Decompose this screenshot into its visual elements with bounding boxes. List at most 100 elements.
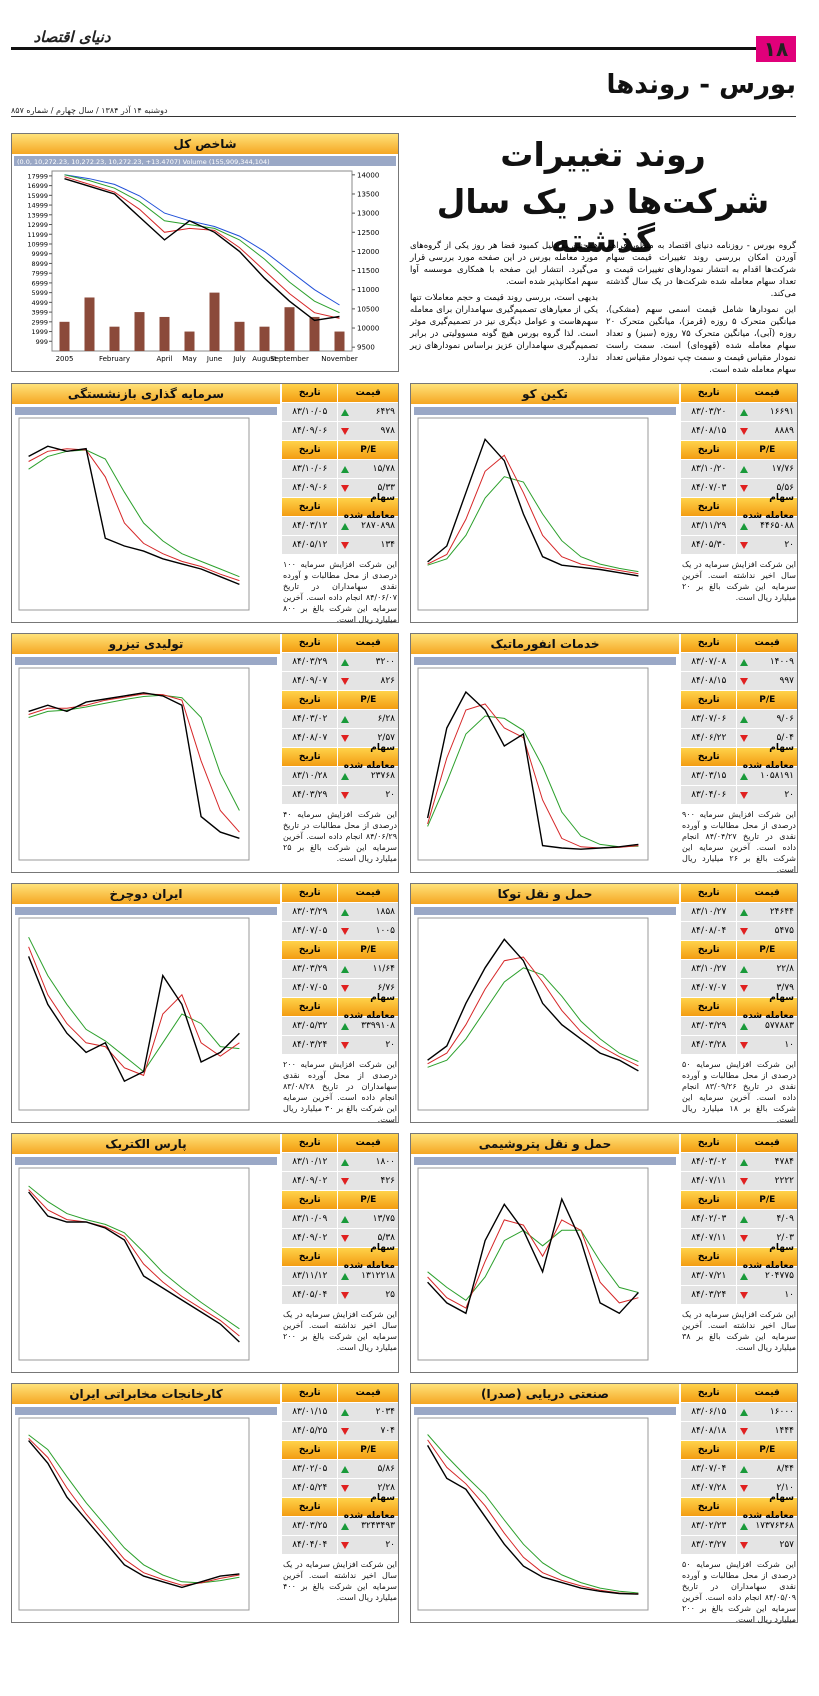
- table-row: ۹۹۷ ۸۴/۰۸/۱۵: [681, 672, 797, 691]
- x-tick-label: April: [157, 355, 173, 363]
- y2-tick-label: 3999: [31, 309, 48, 317]
- y2-tick-label: 6999: [31, 279, 48, 287]
- table-value: ۵۴۷۵: [774, 926, 794, 936]
- table-date: ۸۴/۰۳/۱۲: [282, 517, 339, 535]
- table-row: ۴۲۶ ۸۴/۰۹/۰۲: [282, 1172, 398, 1191]
- company-note: این شرکت افزایش سرمایه در یک سال اخیر ند…: [283, 1310, 397, 1352]
- table-row: ۵۴۷۵ ۸۴/۰۸/۰۴: [681, 922, 797, 941]
- table-row: ۳/۷۹ ۸۴/۰۷/۰۷: [681, 979, 797, 998]
- x-tick-label: July: [232, 355, 246, 363]
- table-header: سهام معامله شده: [343, 1243, 395, 1271]
- company-panel: خدمات انفورماتیک قیمت تاریخ ۱۴۰۰۹ ۸۳/۰۷/۰۸ ۹۹…: [410, 633, 798, 874]
- chart-strip: [14, 156, 396, 166]
- table-value-cell: ۳۳۹۹۱۰۸: [338, 1017, 398, 1035]
- y-tick-label: 10500: [357, 305, 379, 313]
- table-value-cell: ۹/۰۶: [737, 710, 797, 728]
- company-title: تکین کو: [411, 384, 679, 404]
- trend-up-icon: [341, 908, 350, 916]
- table-row: ۹/۰۶ ۸۳/۰۷/۰۶: [681, 710, 797, 729]
- table-row: ۳۳۹۹۱۰۸ ۸۳/۰۵/۳۲: [282, 1017, 398, 1036]
- table-header: تاریخ: [681, 498, 738, 516]
- table-header: قیمت: [754, 888, 780, 898]
- table-value-cell: ۱۶۰۰۰: [737, 1403, 797, 1421]
- volume-bar: [109, 326, 120, 351]
- table-header: قیمت: [754, 1388, 780, 1398]
- headline-line: روند تغییرات: [500, 135, 706, 174]
- chart-strip: [15, 407, 277, 415]
- table-date: ۸۴/۰۵/۲۵: [282, 1422, 339, 1440]
- y-tick-label: 12000: [357, 248, 379, 256]
- table-date: ۸۳/۱۰/۲۰: [681, 460, 738, 478]
- table-header-row: قیمت تاریخ: [681, 884, 797, 903]
- table-header: P/E: [759, 1445, 776, 1455]
- table-header: سهام معامله شده: [742, 1493, 794, 1521]
- plot-area: [417, 1167, 649, 1361]
- chart-strip: [414, 1407, 676, 1415]
- trend-down-icon: [341, 984, 350, 992]
- price-line: [427, 476, 639, 573]
- company-note: این شرکت افزایش سرمایه ۱۰۰ درصدی از محل …: [283, 560, 397, 624]
- table-header: P/E: [759, 1195, 776, 1205]
- trend-up-icon: [740, 1408, 749, 1416]
- y2-tick-label: 1999: [31, 328, 48, 336]
- trend-down-icon: [341, 1427, 350, 1435]
- y2-tick-label: 16999: [27, 182, 48, 190]
- table-row: ۷۰۴ ۸۴/۰۵/۲۵: [282, 1422, 398, 1441]
- table-header-row: P/E تاریخ: [681, 1191, 797, 1210]
- table-header: تاریخ: [681, 441, 738, 459]
- company-chart: [414, 907, 676, 1111]
- table-date: ۸۳/۱۰/۰۵: [282, 403, 339, 421]
- table-header: سهام معامله شده: [742, 743, 794, 771]
- table-date: ۸۴/۰۲/۰۳: [681, 1210, 738, 1228]
- company-panel: تکین کو قیمت تاریخ ۱۶۶۹۱ ۸۳/۰۳/۲۰ ۸۸۸۹ ۸۴/۰۸/۱…: [410, 383, 798, 623]
- table-value: ۱۶۰۰۰: [769, 1407, 794, 1417]
- table-row: ۲/۰۳ ۸۴/۰۷/۱۱: [681, 1229, 797, 1248]
- stats-table: قیمت تاریخ ۳۲۰۰ ۸۴/۰۳/۲۹ ۸۲۶ ۸۴/۰۹/۰۷ P/E تاریخ…: [282, 634, 398, 805]
- table-value: ۵/۳۸: [377, 1233, 395, 1243]
- table-value-cell: ۱۳۴: [338, 536, 398, 554]
- company-chart: [15, 907, 277, 1111]
- trend-down-icon: [740, 791, 749, 799]
- table-value-cell: ۲۳۷۶۸: [338, 767, 398, 785]
- volume-bar: [59, 321, 70, 351]
- table-header-row: سهام معامله شده تاریخ: [282, 993, 398, 1021]
- table-value-cell: ۱۱/۶۴: [338, 960, 398, 978]
- table-header: تاریخ: [681, 748, 738, 766]
- trend-down-icon: [740, 1177, 749, 1185]
- table-header: قیمت: [355, 638, 381, 648]
- y2-tick-label: 17999: [27, 172, 48, 180]
- price-line: [427, 1434, 639, 1594]
- table-header: تاریخ: [681, 1384, 738, 1402]
- price-line: [28, 1185, 240, 1330]
- table-header-row: P/E تاریخ: [681, 441, 797, 460]
- index-chart: (0.0, 10,272.23, 10,272.23, 10,272.23, +…: [14, 156, 396, 363]
- table-row: ۲۲۲۲ ۸۴/۰۷/۱۱: [681, 1172, 797, 1191]
- table-value-cell: ۱۳/۷۵: [338, 1210, 398, 1228]
- trend-up-icon: [341, 715, 350, 723]
- table-row: ۲۰ ۸۴/۰۳/۲۹: [282, 786, 398, 805]
- intro-paragraph: همچنین به دلیل کمبود فضا هر روز یکی از گ…: [410, 241, 598, 287]
- table-value-cell: ۱۴۰۰۹: [737, 653, 797, 671]
- table-header: تاریخ: [681, 998, 738, 1016]
- stats-table: قیمت تاریخ ۱۶۰۰۰ ۸۳/۰۶/۱۵ ۱۴۴۴ ۸۴/۰۸/۱۸ P/E تار…: [681, 1384, 797, 1555]
- table-value-cell: ۱۶۶۹۱: [737, 403, 797, 421]
- table-date: ۸۳/۰۳/۲۷: [681, 1536, 738, 1554]
- table-header-row: قیمت تاریخ: [282, 884, 398, 903]
- table-date: ۸۴/۰۶/۲۲: [681, 729, 738, 747]
- plot-area: [18, 667, 250, 861]
- table-value-cell: ۲۰: [737, 786, 797, 804]
- table-value: ۶/۲۸: [377, 714, 395, 724]
- trend-down-icon: [740, 927, 749, 935]
- table-value-cell: ۲۵: [338, 1286, 398, 1304]
- trend-up-icon: [740, 965, 749, 973]
- table-date: ۸۴/۰۳/۲۸: [681, 1036, 738, 1054]
- company-chart: [414, 1157, 676, 1361]
- table-row: ۱۰ ۸۴/۰۳/۲۴: [681, 1286, 797, 1305]
- price-line: [27, 956, 240, 1083]
- table-date: ۸۴/۰۷/۰۵: [282, 979, 339, 997]
- table-value-cell: ۱۴۴۴: [737, 1422, 797, 1440]
- table-header-row: قیمت تاریخ: [282, 384, 398, 403]
- table-value-cell: ۱۵/۷۸: [338, 460, 398, 478]
- table-row: ۲۰ ۸۴/۰۳/۲۴: [282, 1036, 398, 1055]
- chart-strip: [414, 1157, 676, 1165]
